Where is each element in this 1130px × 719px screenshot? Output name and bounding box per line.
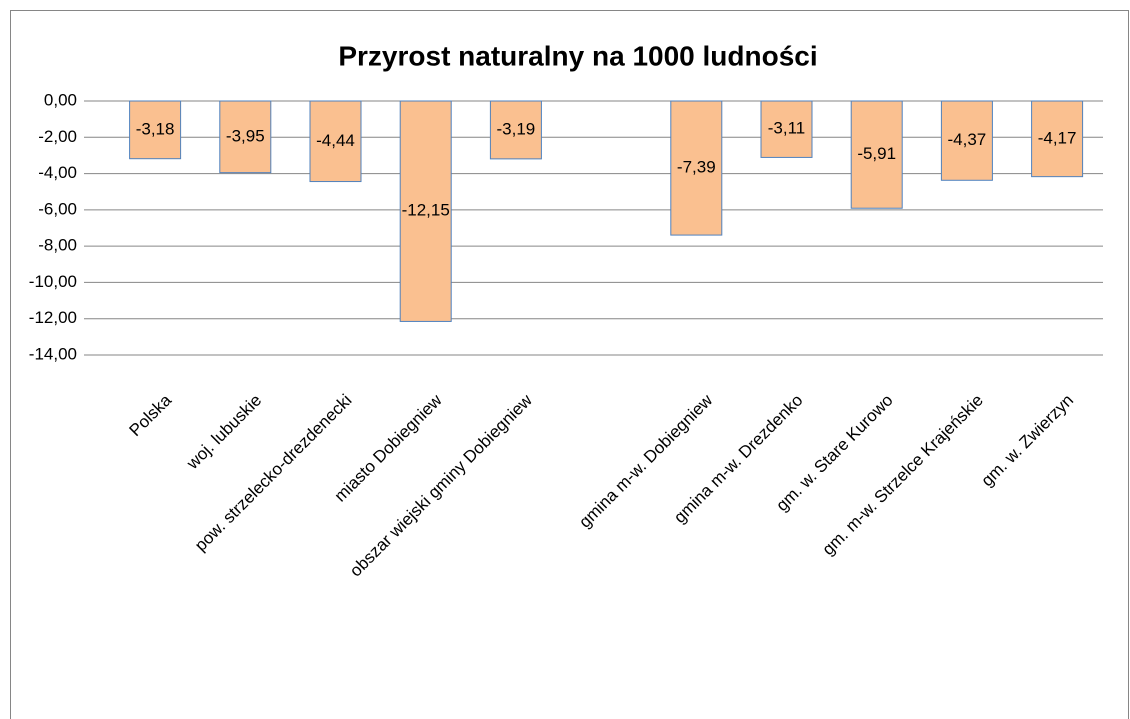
bar <box>309 100 362 183</box>
y-tick-label: -8,00 <box>38 236 77 255</box>
y-tick-label: -10,00 <box>29 272 77 291</box>
y-tick-label: -6,00 <box>38 199 77 218</box>
data-label: -5,91 <box>857 144 896 163</box>
data-label: -3,18 <box>136 119 175 138</box>
data-label: -3,19 <box>497 119 536 138</box>
bar <box>399 100 452 322</box>
data-label: -12,15 <box>402 201 450 220</box>
bar <box>760 100 813 158</box>
bar <box>850 100 903 209</box>
bar <box>129 100 182 160</box>
y-tick-label: 0,00 <box>44 90 77 109</box>
data-label: -3,11 <box>768 119 806 138</box>
data-label: -4,37 <box>948 130 987 149</box>
bar <box>219 100 272 174</box>
y-tick-label: -14,00 <box>29 344 77 363</box>
bar <box>1031 100 1084 178</box>
bar <box>670 100 723 236</box>
data-label: -4,17 <box>1038 128 1077 147</box>
chart-title: Przyrost naturalny na 1000 ludności <box>338 40 817 71</box>
data-label: -4,44 <box>316 131 355 150</box>
data-label: -7,39 <box>677 158 716 177</box>
y-tick-label: -2,00 <box>38 127 77 146</box>
y-tick-label: -4,00 <box>38 163 77 182</box>
bar <box>489 100 542 160</box>
y-tick-label: -12,00 <box>29 308 77 327</box>
bar <box>940 100 993 181</box>
data-label: -3,95 <box>226 126 265 145</box>
